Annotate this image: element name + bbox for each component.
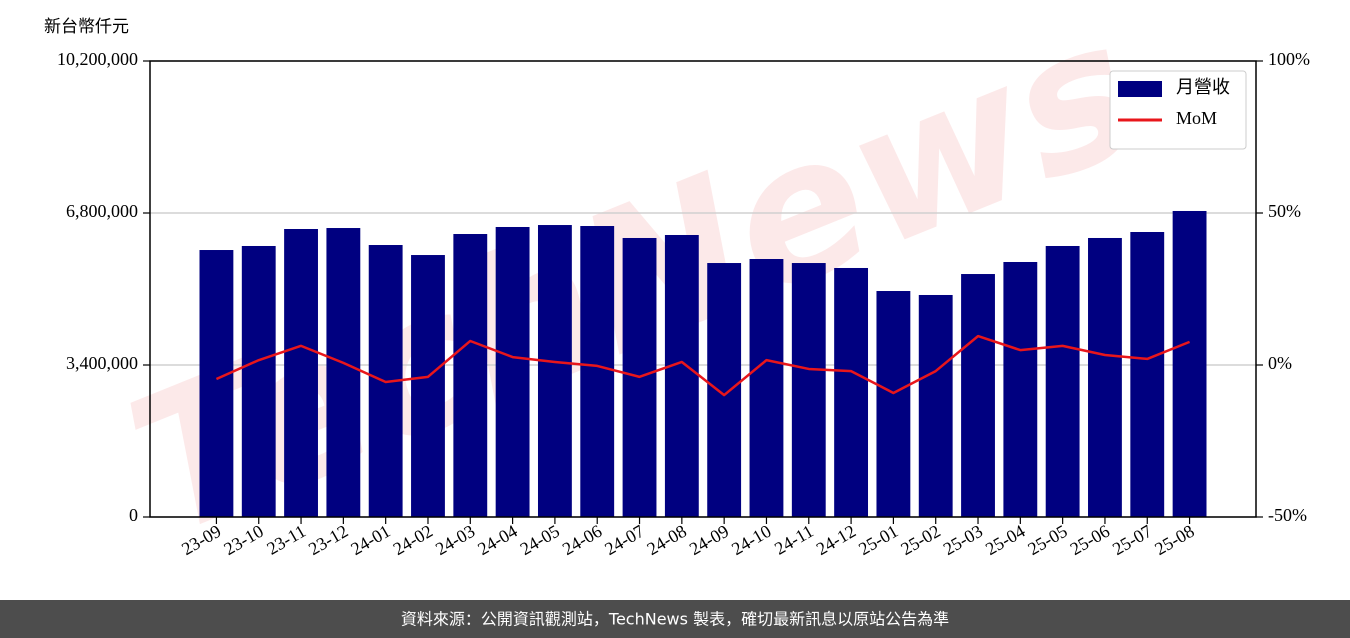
bar <box>453 234 488 517</box>
bar <box>876 291 911 517</box>
footer: 資料來源：公開資訊觀測站，TechNews 製表，確切最新訊息以原站公告為準 <box>401 610 949 629</box>
y-tick-label: 3,400,000 <box>66 353 138 373</box>
bar <box>580 226 615 518</box>
y2-tick-label: 0% <box>1268 353 1292 373</box>
bar <box>1088 237 1122 517</box>
bar <box>791 263 826 517</box>
bar <box>1045 245 1080 518</box>
bar <box>537 225 572 517</box>
y-tick-label: 10,200,000 <box>57 49 138 69</box>
bar <box>749 259 784 517</box>
legend-swatch <box>1118 81 1162 97</box>
legend-label: MoM <box>1176 108 1217 128</box>
line <box>215 334 1191 397</box>
y2-tick-label: 100% <box>1268 49 1310 69</box>
y-tick-label: 0 <box>129 505 138 525</box>
bar <box>284 229 318 517</box>
bar <box>241 245 276 518</box>
y-tick-label: 6,800,000 <box>66 201 138 221</box>
bar <box>1172 210 1207 518</box>
bar <box>918 294 953 517</box>
bar <box>411 255 445 517</box>
bar <box>1130 232 1165 517</box>
bar <box>326 228 361 517</box>
y2-tick-label: 50% <box>1268 201 1301 221</box>
legend-label: 月營收 <box>1176 77 1230 97</box>
bar <box>495 226 530 518</box>
bar <box>664 234 699 517</box>
footer-bar <box>0 600 1350 638</box>
bar <box>961 274 995 517</box>
bar <box>707 263 742 517</box>
plot-frame <box>149 60 1257 518</box>
bar <box>1003 261 1038 517</box>
bar <box>199 250 234 517</box>
bar <box>834 267 869 517</box>
y-axis-label: 新台幣仟元 <box>44 17 129 37</box>
y2-tick-label: -50% <box>1268 505 1307 525</box>
